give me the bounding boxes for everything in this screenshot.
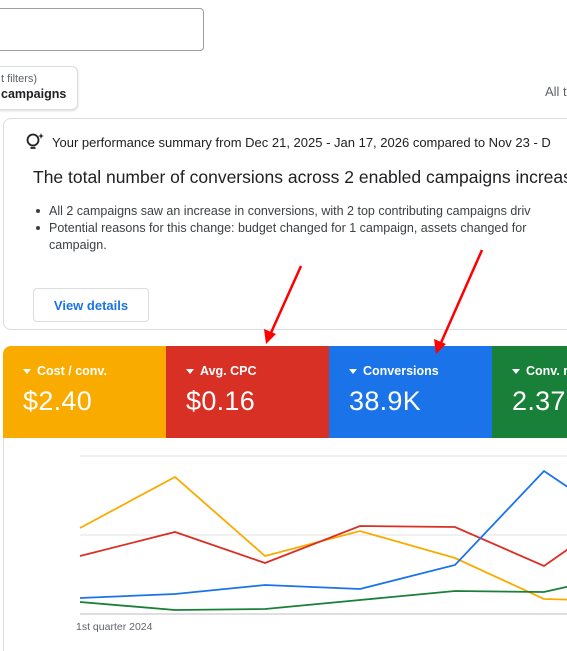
metric-card-cost-per-conv[interactable]: Cost / conv. $2.40	[3, 346, 166, 438]
series-line-conv-rate	[79, 585, 567, 611]
annotation-arrowhead	[264, 329, 276, 344]
filter-chip-sub: t filters)	[1, 73, 38, 85]
metric-value: 38.9K	[349, 386, 422, 416]
dropdown-arrow-icon	[186, 368, 194, 374]
performance-chart	[3, 438, 567, 651]
lightbulb-sparkle-icon	[26, 133, 44, 149]
dropdown-arrow-icon	[349, 368, 357, 374]
series-line-conversions	[79, 469, 567, 599]
summary-date-range: Your performance summary from Dec 21, 20…	[52, 134, 551, 150]
metric-card-conv-rate[interactable]: Conv. r 2.37	[492, 346, 567, 438]
filter-chip-label: campaigns	[1, 87, 67, 101]
all-time-label[interactable]: All t	[545, 84, 567, 99]
summary-title: The total number of conversions across 2…	[33, 167, 567, 187]
metric-label: Conversions	[363, 364, 439, 378]
metric-label: Cost / conv.	[37, 364, 107, 378]
metric-value: 2.37	[512, 386, 566, 416]
filter-chip[interactable]: t filters) campaigns	[0, 66, 78, 110]
summary-bullet: Potential reasons for this change: budge…	[33, 220, 567, 237]
chart-canvas	[79, 455, 567, 615]
metric-cards: Cost / conv. $2.40 Avg. CPC $0.16 Conver…	[3, 346, 567, 438]
summary-bullet-continuation: campaign.	[49, 238, 107, 252]
dropdown-arrow-icon	[512, 368, 520, 374]
metric-label: Avg. CPC	[200, 364, 257, 378]
dropdown-arrow-icon	[23, 368, 31, 374]
search-input[interactable]	[0, 8, 204, 51]
performance-summary-card: Your performance summary from Dec 21, 20…	[3, 118, 567, 330]
metric-value: $0.16	[186, 386, 256, 416]
summary-bullet: All 2 campaigns saw an increase in conve…	[33, 203, 567, 220]
metric-card-avg-cpc[interactable]: Avg. CPC $0.16	[166, 346, 329, 438]
x-axis-label: 1st quarter 2024	[76, 621, 153, 633]
summary-header: Your performance summary from Dec 21, 20…	[24, 131, 551, 153]
series-line-cost-per-conv	[79, 475, 567, 601]
summary-bullets: All 2 campaigns saw an increase in conve…	[33, 203, 567, 254]
metric-value: $2.40	[23, 386, 93, 416]
metric-label: Conv. r	[526, 364, 567, 378]
view-details-button[interactable]: View details	[33, 288, 149, 322]
series-line-avg-cpc	[79, 525, 567, 568]
metric-card-conversions[interactable]: Conversions 38.9K	[329, 346, 492, 438]
